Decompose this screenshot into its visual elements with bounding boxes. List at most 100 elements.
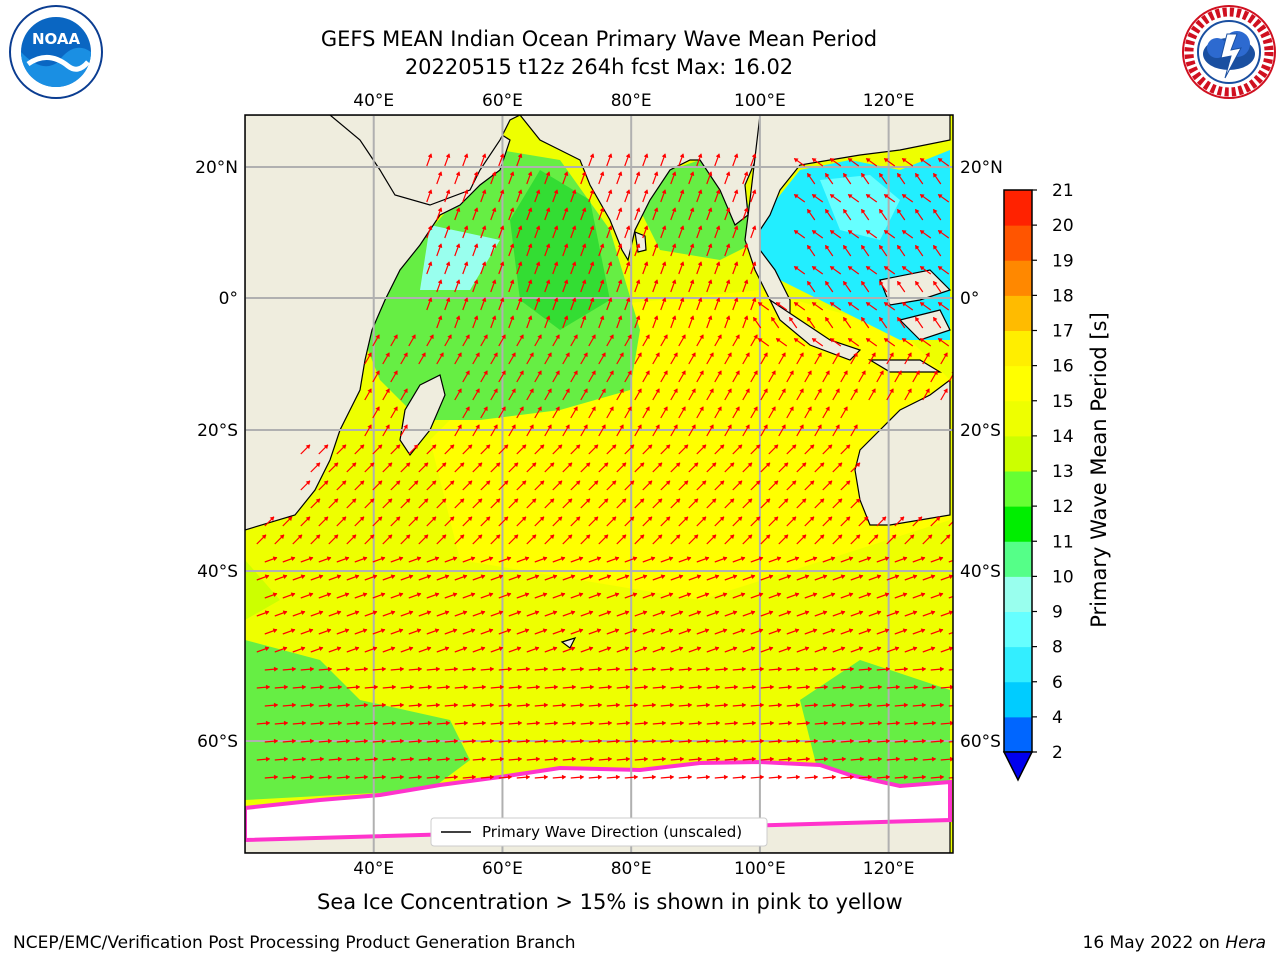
wave-arrow-head bbox=[624, 646, 630, 652]
wave-arrow-head bbox=[701, 516, 707, 522]
wave-arrow-head bbox=[483, 334, 488, 340]
wave-arrow-head bbox=[915, 172, 920, 178]
wave-arrow-head bbox=[709, 388, 714, 394]
wave-arrow-head bbox=[727, 424, 732, 430]
wave-arrow-head bbox=[373, 720, 379, 726]
wave-arrow-head bbox=[699, 334, 704, 340]
wave-arrow-head bbox=[743, 207, 749, 213]
wave-arrow-head bbox=[467, 516, 473, 522]
wave-arrow-head bbox=[625, 684, 631, 690]
wave-arrow bbox=[948, 669, 953, 671]
wave-arrow-head bbox=[687, 666, 693, 672]
wave-arrow-head bbox=[627, 406, 632, 412]
wave-arrow-head bbox=[663, 334, 668, 340]
wave-arrow-head bbox=[539, 516, 545, 522]
wave-arrow-head bbox=[757, 338, 763, 343]
wave-arrow-head bbox=[499, 720, 505, 726]
wave-arrow-head bbox=[455, 279, 461, 285]
colorbar-tick-label: 19 bbox=[1052, 251, 1074, 271]
wave-arrow-head bbox=[599, 207, 605, 213]
wave-arrow-head bbox=[493, 424, 498, 430]
wave-arrow-head bbox=[675, 498, 681, 504]
wave-arrow-head bbox=[745, 388, 750, 394]
wave-arrow-head bbox=[452, 556, 458, 562]
wave-arrow-head bbox=[755, 480, 761, 486]
wave-arrow-head bbox=[855, 498, 861, 504]
wave-arrow-head bbox=[603, 534, 609, 540]
wave-arrow-head bbox=[643, 297, 649, 303]
wave-arrow-head bbox=[704, 556, 710, 562]
wave-arrow-head bbox=[642, 610, 648, 616]
wave-arrow-head bbox=[535, 225, 541, 231]
wave-arrow-head bbox=[597, 702, 603, 708]
wave-arrow-head bbox=[273, 702, 279, 708]
wave-arrow-head bbox=[427, 684, 433, 690]
wave-arrow-head bbox=[465, 370, 470, 376]
wave-arrow-head bbox=[463, 297, 469, 303]
lon-tick-top: 60°E bbox=[482, 91, 523, 111]
lon-tick-bottom: 100°E bbox=[734, 859, 786, 879]
wave-arrow-head bbox=[563, 315, 569, 321]
wave-arrow-head bbox=[527, 207, 533, 213]
wave-arrow-head bbox=[635, 243, 641, 249]
wave-arrow-head bbox=[489, 774, 495, 780]
chart-subtitle: 20220515 t12z 264h fcst Max: 16.02 bbox=[404, 55, 794, 79]
wave-arrow-head bbox=[367, 424, 372, 430]
wave-arrow bbox=[948, 777, 953, 779]
wave-arrow-head bbox=[355, 756, 361, 762]
wave-arrow-head bbox=[837, 498, 843, 504]
wave-arrow-head bbox=[895, 684, 901, 690]
wave-arrow-head bbox=[948, 646, 953, 652]
wave-arrow-head bbox=[691, 424, 696, 430]
wave-arrow-head bbox=[845, 480, 851, 486]
wave-arrow-head bbox=[535, 684, 541, 690]
wave-arrow-head bbox=[787, 684, 793, 690]
wave-arrow-head bbox=[543, 666, 549, 672]
wave-arrow-head bbox=[499, 756, 505, 762]
wave-arrow-head bbox=[823, 720, 829, 726]
wave-arrow-head bbox=[471, 702, 477, 708]
wave-arrow-head bbox=[859, 720, 865, 726]
wave-arrow-head bbox=[679, 684, 685, 690]
wave-arrow-head bbox=[642, 574, 648, 580]
wave-arrow-head bbox=[517, 189, 523, 195]
wave-arrow-head bbox=[444, 574, 450, 580]
wave-arrow-head bbox=[843, 244, 848, 250]
wave-arrow-head bbox=[467, 444, 473, 450]
wave-arrow-head bbox=[563, 171, 569, 177]
colorbar-tick-label: 14 bbox=[1052, 427, 1074, 447]
wave-arrow-head bbox=[885, 774, 891, 780]
wave-arrow-head bbox=[812, 592, 818, 598]
map-frame bbox=[244, 114, 954, 854]
wave-arrow-head bbox=[768, 646, 774, 652]
wave-arrow-head bbox=[632, 628, 638, 634]
wave-arrow-head bbox=[827, 516, 833, 522]
wave-arrow-head bbox=[367, 388, 372, 394]
wave-arrow-head bbox=[925, 388, 930, 394]
wave-arrow-head bbox=[629, 516, 635, 522]
wave-arrow-head bbox=[696, 574, 702, 580]
wave-arrow-head bbox=[861, 316, 866, 322]
wave-arrow-head bbox=[843, 406, 848, 412]
wave-arrow-head bbox=[897, 208, 902, 214]
wave-arrow-head bbox=[835, 424, 840, 430]
wave-arrow-head bbox=[453, 666, 459, 672]
wave-arrow-head bbox=[751, 720, 757, 726]
wave-arrow-head bbox=[877, 756, 883, 762]
wave-arrow-head bbox=[553, 756, 559, 762]
wave-arrow-head bbox=[663, 406, 668, 412]
wave-arrow-head bbox=[589, 684, 595, 690]
colorbar: 2 4 6 8 9 10 11 12 13 14 15 16 17 18 19 20 21 bbox=[1002, 181, 1074, 782]
wave-arrow-head bbox=[581, 171, 587, 177]
wave-arrow-head bbox=[477, 534, 483, 540]
wave-arrow-head bbox=[617, 207, 623, 213]
wave-arrow-head bbox=[391, 684, 397, 690]
wave-arrow-head bbox=[621, 534, 627, 540]
wave-arrow-head bbox=[283, 756, 289, 762]
wave-arrow-head bbox=[829, 230, 835, 235]
wave-arrow-head bbox=[607, 720, 613, 726]
wave-arrow-head bbox=[327, 666, 333, 672]
wave-arrow-head bbox=[751, 153, 757, 159]
wave-arrow-head bbox=[811, 302, 817, 307]
wave-arrow-head bbox=[883, 230, 889, 235]
